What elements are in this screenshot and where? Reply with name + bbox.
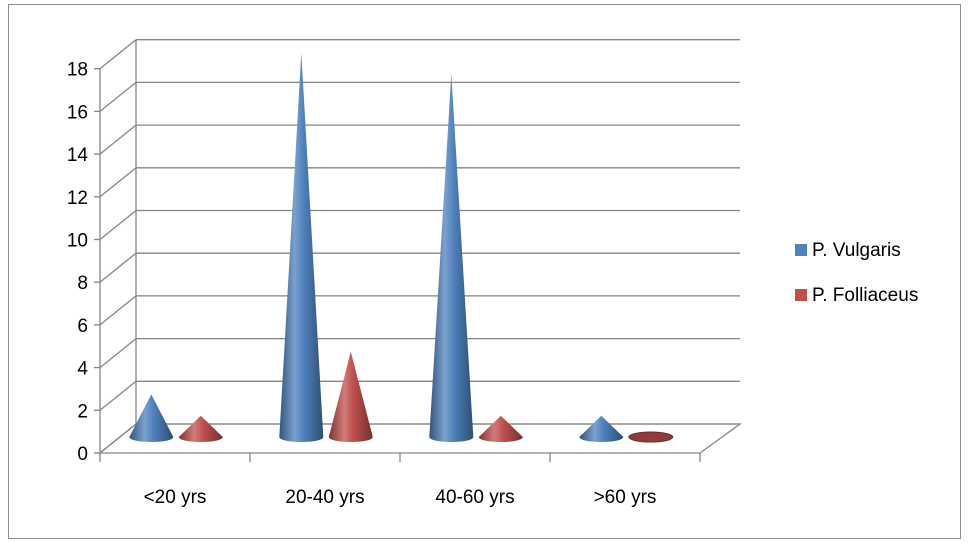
cone-1-2 <box>478 415 523 443</box>
chart-frame <box>8 4 961 539</box>
gridline-side <box>99 167 137 198</box>
x-tick-label: 40-60 yrs <box>435 487 514 508</box>
cone-0-2 <box>429 74 474 443</box>
y-tick-label: 18 <box>67 60 88 81</box>
y-tick-label: 0 <box>77 444 88 465</box>
legend-swatch <box>795 244 807 256</box>
legend-label: P. Vulgaris <box>812 240 901 261</box>
y-tick-label: 6 <box>77 316 88 337</box>
x-tick-label: <20 yrs <box>144 487 207 508</box>
gridline-side <box>99 380 137 411</box>
gridline-side <box>99 338 137 369</box>
gridline-side <box>99 252 137 283</box>
gridline-side <box>99 209 137 241</box>
cone-1-1 <box>328 351 373 443</box>
chart-walls <box>98 39 743 454</box>
y-tick-label: 4 <box>77 359 88 380</box>
y-tick-label: 14 <box>67 145 89 166</box>
cone-marks <box>129 52 674 443</box>
y-tick-label: 2 <box>77 401 88 422</box>
x-tick-label: >60 yrs <box>594 487 657 508</box>
gridlines <box>99 39 740 454</box>
legend-swatch <box>795 289 807 301</box>
gridline-side <box>99 423 137 454</box>
legend: P. Vulgaris P. Folliaceus <box>795 240 918 306</box>
gridline-side <box>99 39 137 70</box>
cone-1-0 <box>178 415 223 443</box>
gridline-side <box>99 295 137 326</box>
gridline-side <box>99 81 137 112</box>
cone-0-3 <box>579 415 624 443</box>
y-tick-label: 16 <box>67 102 88 123</box>
y-tick-label: 12 <box>67 188 88 209</box>
y-axis: 0 2 4 6 8 10 12 14 16 18 <box>67 60 101 465</box>
y-tick-label: 8 <box>77 273 88 294</box>
cone-0-1 <box>279 52 324 443</box>
y-tick-label: 10 <box>67 231 88 252</box>
gridline-side <box>99 124 137 155</box>
cone-0-0 <box>129 394 174 443</box>
x-axis: <20 yrs 20-40 yrs 40-60 yrs >60 yrs <box>99 453 701 508</box>
cone-1-3 <box>628 431 674 443</box>
legend-label: P. Folliaceus <box>812 285 918 306</box>
x-tick-label: 20-40 yrs <box>285 487 364 508</box>
